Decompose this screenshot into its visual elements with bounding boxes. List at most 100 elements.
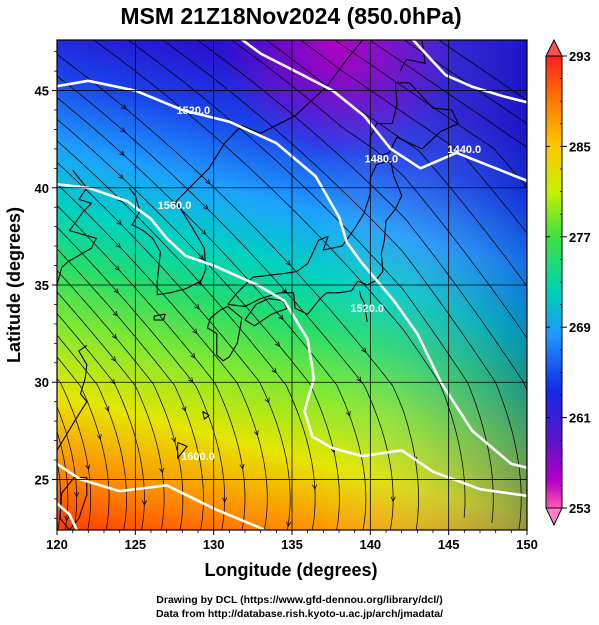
coastline	[227, 160, 403, 315]
streamline	[162, 40, 522, 529]
height-contour	[411, 40, 527, 104]
x-tick-label: 150	[516, 537, 538, 552]
streamline-arrow	[85, 464, 91, 471]
streamline-arrow	[203, 204, 209, 210]
wind-streamlines	[46, 40, 527, 539]
coastline	[224, 40, 363, 144]
x-tick-label: 120	[46, 537, 68, 552]
streamline-arrow	[115, 242, 121, 249]
geopotential-contours	[57, 40, 527, 530]
streamline	[57, 205, 246, 530]
streamline-arrow	[356, 376, 362, 383]
y-tick-label: 35	[35, 278, 49, 293]
contour-label: 1440.0	[447, 144, 481, 156]
coastline	[369, 82, 459, 160]
colorbar-label: 285	[569, 139, 591, 154]
contour-labels: 1520.0 1440.0 1480.0 1560.0 1520.0 1600.0	[158, 105, 481, 463]
streamline-arrow	[141, 500, 147, 506]
plot-area: 1520.0 1440.0 1480.0 1560.0 1520.0 1600.0	[46, 40, 527, 539]
streamline-arrow	[181, 406, 187, 412]
streamline	[57, 140, 316, 530]
y-tick-label: 25	[35, 472, 49, 487]
streamline-arrow	[253, 430, 259, 437]
streamline	[57, 269, 184, 530]
streamline-arrow	[345, 410, 351, 417]
streamline	[334, 40, 527, 189]
coastline	[358, 290, 368, 322]
streamline	[57, 53, 419, 530]
contour-label: 1600.0	[181, 451, 215, 463]
streamline-arrow	[222, 497, 228, 504]
credit-drawing: Drawing by DCL (https://www.gfd-dennou.o…	[156, 594, 443, 606]
streamline-arrow	[205, 179, 211, 185]
streamline-arrow	[116, 219, 122, 226]
streamline-arrow	[96, 434, 102, 441]
y-tick-label: 30	[35, 375, 49, 390]
streamline	[57, 183, 268, 530]
x-tick-label: 130	[203, 537, 225, 552]
streamline-arrow	[121, 104, 127, 110]
streamline-arrow	[119, 150, 125, 157]
streamline-arrow	[194, 303, 200, 310]
axis-ticks: 120 125 130 135 140 145 150 25 30 35 40 45	[35, 51, 538, 552]
streamline-arrow	[274, 341, 281, 348]
streamline-arrow	[198, 531, 202, 536]
colorbar-body	[545, 55, 563, 509]
colorbar-label: 261	[569, 411, 591, 426]
streamline-arrow	[239, 463, 245, 470]
streamline-arrow	[390, 496, 396, 503]
streamline-arrow	[171, 436, 177, 443]
coastline	[128, 142, 226, 296]
x-tick-label: 135	[281, 537, 303, 552]
x-tick-label: 125	[124, 537, 146, 552]
colorbar-ticks: 293 285 277 269 261 253	[546, 49, 591, 516]
streamline	[265, 40, 527, 287]
streamline	[57, 118, 340, 530]
streamline-arrow	[118, 173, 124, 180]
x-tick-label: 140	[359, 537, 381, 552]
streamline	[438, 40, 527, 101]
streamline-arrow	[112, 310, 119, 317]
streamline-arrow	[113, 288, 120, 294]
coastlines	[57, 40, 459, 530]
colorbar-bottom-arrow	[545, 507, 563, 527]
streamline	[57, 226, 225, 530]
gridlines	[57, 40, 527, 530]
streamline	[57, 377, 92, 530]
streamline	[57, 356, 110, 530]
streamline	[57, 291, 165, 530]
streamline-arrow	[74, 492, 80, 498]
streamline	[369, 40, 527, 148]
streamline-arrow	[264, 397, 270, 404]
colorbar-label: 277	[569, 230, 591, 245]
streamline-arrow	[200, 229, 207, 236]
coastline	[202, 410, 210, 420]
colorbar-label: 253	[569, 501, 591, 516]
streamline-arrow	[192, 328, 198, 335]
streamline	[93, 40, 466, 518]
coastline	[57, 169, 97, 286]
coastline	[177, 441, 188, 459]
contour-label: 1520.0	[176, 105, 210, 117]
streamline-arrow	[121, 530, 125, 535]
height-contour	[57, 501, 79, 530]
streamline	[127, 40, 494, 524]
y-tick-label: 45	[35, 84, 49, 99]
streamline-arrow	[361, 347, 367, 354]
streamline-arrow	[271, 367, 277, 374]
streamline-arrow	[120, 127, 126, 133]
streamline	[57, 458, 62, 530]
streamline-arrow	[111, 333, 118, 340]
height-contour	[240, 40, 527, 183]
streamline-arrow	[286, 521, 292, 528]
colorbar-label: 269	[569, 320, 591, 335]
y-tick-label: 40	[35, 181, 49, 196]
colorbar: 293 285 277 269 261 253	[545, 38, 591, 527]
streamline-arrow	[159, 467, 165, 474]
streamline-arrow	[114, 265, 121, 271]
streamline-arrow	[104, 405, 110, 412]
streamline	[46, 499, 51, 539]
height-contour	[57, 182, 527, 498]
streamline	[57, 405, 78, 530]
